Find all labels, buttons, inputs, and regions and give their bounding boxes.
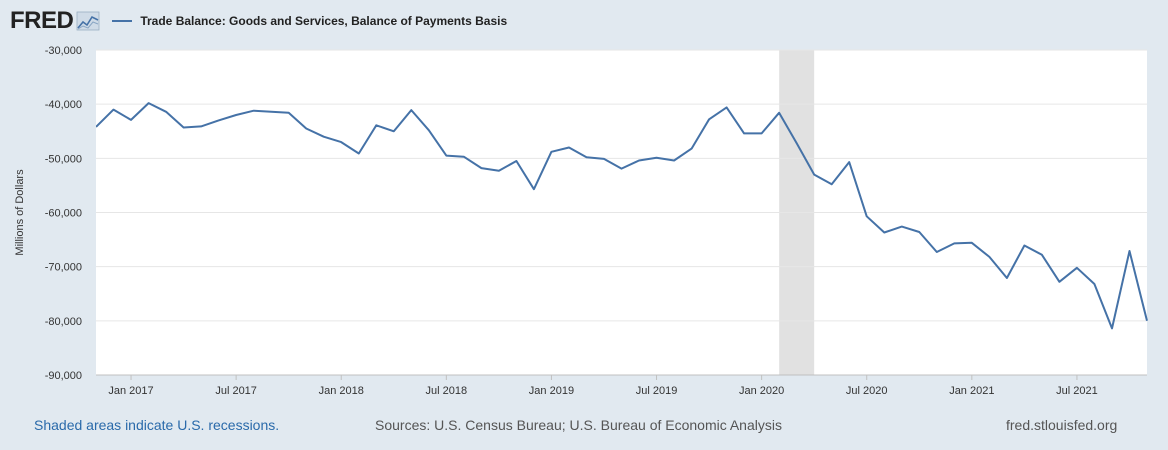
x-tick-label: Jan 2018 bbox=[319, 385, 364, 397]
data-point bbox=[983, 251, 995, 263]
data-point bbox=[213, 114, 225, 126]
data-point bbox=[1018, 240, 1030, 252]
data-point bbox=[528, 183, 540, 195]
data-point bbox=[405, 104, 417, 116]
data-point bbox=[651, 152, 663, 164]
data-point bbox=[668, 155, 680, 167]
data-point bbox=[283, 107, 295, 119]
data-point bbox=[178, 122, 190, 134]
data-point bbox=[808, 169, 820, 181]
data-point bbox=[545, 146, 557, 158]
data-point bbox=[423, 124, 435, 136]
data-point bbox=[1071, 262, 1083, 274]
data-point bbox=[791, 137, 803, 149]
data-point bbox=[1141, 315, 1153, 327]
x-tick-label: Jul 2019 bbox=[636, 385, 678, 397]
data-point bbox=[318, 131, 330, 143]
y-axis-label: Millions of Dollars bbox=[14, 169, 26, 256]
data-point bbox=[616, 163, 628, 175]
data-point bbox=[878, 227, 890, 239]
data-point bbox=[160, 106, 172, 118]
data-point bbox=[440, 150, 452, 162]
data-point bbox=[388, 125, 400, 137]
data-point bbox=[756, 127, 768, 139]
data-point bbox=[931, 246, 943, 258]
data-point bbox=[90, 121, 102, 133]
data-point bbox=[913, 226, 925, 238]
data-point bbox=[458, 151, 470, 163]
data-point bbox=[843, 156, 855, 168]
site-link[interactable]: fred.stlouisfed.org bbox=[1006, 417, 1118, 433]
data-point bbox=[1053, 276, 1065, 288]
y-tick-label: -50,000 bbox=[45, 153, 82, 165]
x-tick-label: Jan 2020 bbox=[739, 385, 784, 397]
data-point bbox=[1001, 272, 1013, 284]
data-point bbox=[265, 106, 277, 118]
y-tick-label: -40,000 bbox=[45, 99, 82, 111]
y-tick-label: -60,000 bbox=[45, 208, 82, 220]
recession-note[interactable]: Shaded areas indicate U.S. recessions. bbox=[34, 417, 280, 433]
data-point bbox=[125, 114, 137, 126]
y-tick-label: -30,000 bbox=[45, 45, 82, 57]
fred-logo[interactable]: FRED bbox=[10, 7, 100, 35]
data-point bbox=[633, 155, 645, 167]
data-point bbox=[300, 123, 312, 135]
data-point bbox=[143, 97, 155, 109]
data-point bbox=[493, 165, 505, 177]
data-point bbox=[1124, 245, 1136, 257]
data-point bbox=[335, 136, 347, 148]
x-tick-label: Jul 2021 bbox=[1056, 385, 1098, 397]
data-point bbox=[598, 153, 610, 165]
data-point bbox=[773, 107, 785, 119]
data-point bbox=[861, 210, 873, 222]
sources-note: Sources: U.S. Census Bureau; U.S. Bureau… bbox=[375, 417, 782, 433]
data-point bbox=[195, 120, 207, 132]
data-point bbox=[563, 142, 575, 154]
data-point bbox=[230, 109, 242, 121]
x-tick-label: Jan 2017 bbox=[108, 385, 153, 397]
y-tick-label: -80,000 bbox=[45, 316, 82, 328]
data-point bbox=[703, 113, 715, 125]
data-point bbox=[1036, 249, 1048, 261]
logo-text: FRED bbox=[10, 7, 74, 34]
legend-series-label: Trade Balance: Goods and Services, Balan… bbox=[140, 14, 508, 28]
data-point bbox=[1088, 278, 1100, 290]
line-chart: -30,000 -40,000 -50,000 -60,000 -70,000 -80,0… bbox=[14, 45, 1153, 397]
data-point bbox=[248, 105, 260, 117]
x-tick-label: Jul 2018 bbox=[426, 385, 468, 397]
data-point bbox=[353, 148, 365, 160]
data-point bbox=[510, 155, 522, 167]
chart-header: FRED Trade Balance: Goods and Services, … bbox=[10, 6, 507, 36]
x-tick-label: Jul 2017 bbox=[215, 385, 257, 397]
data-point bbox=[826, 178, 838, 190]
chart-line-icon bbox=[76, 11, 100, 31]
x-tick-label: Jan 2019 bbox=[529, 385, 574, 397]
series-line bbox=[96, 102, 1148, 330]
data-point bbox=[1106, 322, 1118, 334]
y-tick-label: -70,000 bbox=[45, 262, 82, 274]
data-point bbox=[896, 221, 908, 233]
data-point bbox=[581, 151, 593, 163]
data-point bbox=[686, 143, 698, 155]
x-tick-label: Jan 2021 bbox=[949, 385, 994, 397]
data-point bbox=[475, 162, 487, 174]
data-point bbox=[948, 237, 960, 249]
x-tick-label: Jul 2020 bbox=[846, 385, 888, 397]
data-point bbox=[966, 237, 978, 249]
data-point bbox=[738, 127, 750, 139]
data-point bbox=[108, 104, 120, 116]
data-point bbox=[370, 119, 382, 131]
legend-swatch bbox=[112, 20, 133, 22]
y-tick-label: -90,000 bbox=[45, 370, 82, 382]
data-point bbox=[721, 101, 733, 113]
chart-legend: Trade Balance: Goods and Services, Balan… bbox=[112, 14, 507, 28]
